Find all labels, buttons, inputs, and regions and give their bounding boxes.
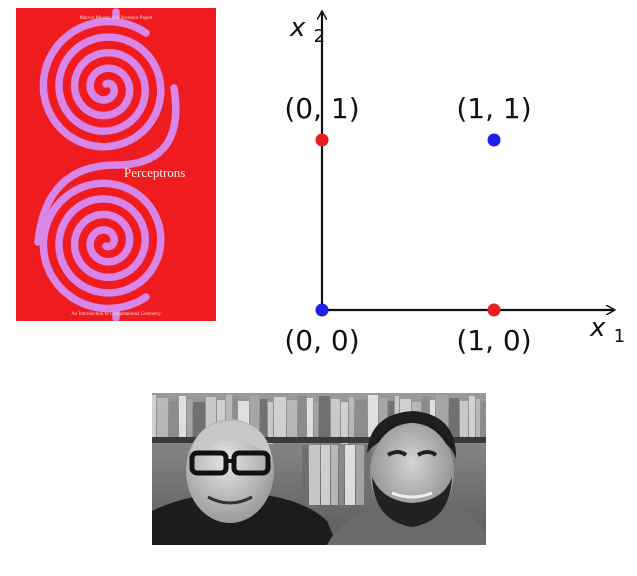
point-label: (0, 1) [284, 92, 359, 125]
x-axis-label-text: x [589, 313, 606, 343]
spiral-path [39, 17, 165, 151]
book-cover: Marvin Minsky and Seymour Papert Percept… [16, 8, 216, 321]
y-axis-label-text: x [289, 13, 306, 43]
portrait-photo-icon [152, 393, 486, 545]
data-point [315, 133, 329, 147]
y-axis-label: x 2 [289, 13, 325, 47]
data-point [487, 303, 501, 317]
double-spiral-icon [34, 8, 180, 321]
point-label: (1, 1) [456, 92, 531, 125]
portrait-photo [152, 393, 486, 545]
spiral-path [39, 179, 165, 313]
cover-subtitle: An Introduction to Computational Geometr… [71, 312, 161, 317]
xor-scatter-plot: x 1 x 2 (0, 0) (1, 0) (0, 1) (1, 1) [284, 6, 625, 356]
point-label: (0, 0) [284, 324, 359, 356]
x-axis-label: x 1 [589, 313, 625, 347]
data-point [487, 133, 501, 147]
data-point [315, 303, 329, 317]
cover-title: Perceptrons [124, 165, 186, 180]
axis-label-subscript: 1 [614, 326, 625, 347]
cover-authors: Marvin Minsky and Seymour Papert [79, 16, 153, 21]
point-label: (1, 0) [456, 324, 531, 356]
axis-label-subscript: 2 [314, 26, 325, 47]
spiral-connector [34, 84, 180, 246]
